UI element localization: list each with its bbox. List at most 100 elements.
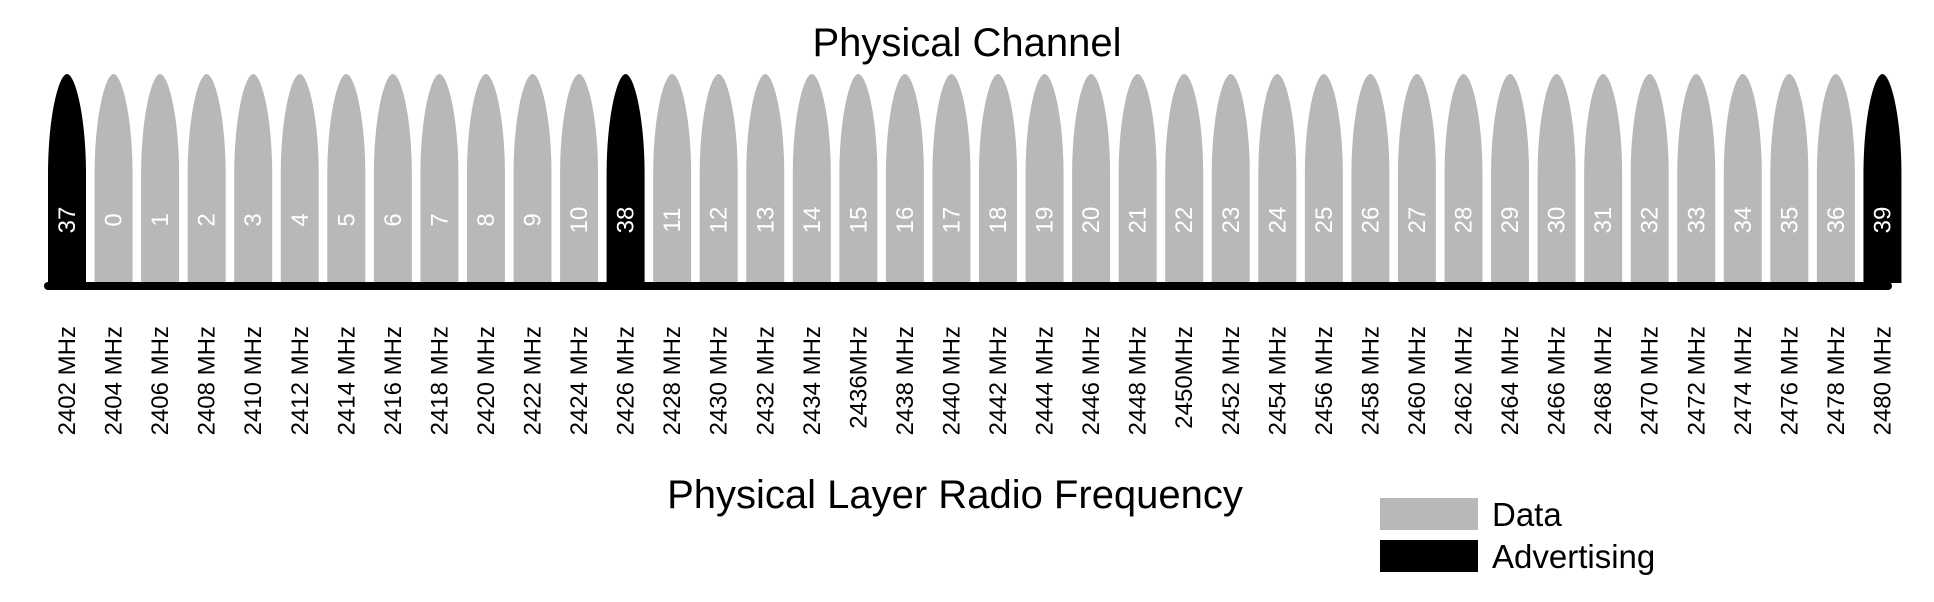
frequency-baseline [44,282,1892,290]
frequency-label: 2472 MHz [1683,326,1710,435]
data-channel [1025,74,1064,283]
frequency-label: 2406 MHz [147,326,174,435]
channel-number: 27 [1404,207,1431,234]
frequency-label: 2438 MHz [892,326,919,435]
channel-number: 9 [520,213,547,226]
channel-number: 28 [1451,207,1478,234]
channel-number: 23 [1218,207,1245,234]
data-channel [560,74,599,283]
frequency-label: 2432 MHz [752,326,779,435]
frequency-label: 2476 MHz [1776,326,1803,435]
data-channel [1211,74,1250,283]
advertising-channel [606,74,645,283]
legend-label-data: Data [1492,496,1562,533]
channel-number: 12 [706,207,733,234]
channel-number: 0 [101,213,128,226]
frequency-label: 2434 MHz [799,326,826,435]
channel-number: 37 [54,207,81,234]
channel-number: 18 [985,207,1012,234]
frequency-label: 2478 MHz [1823,326,1850,435]
frequency-label: 2470 MHz [1637,326,1664,435]
frequency-label: 2456 MHz [1311,326,1338,435]
channel-number: 34 [1730,207,1757,234]
channel-number: 16 [892,207,919,234]
channel-number: 5 [333,213,360,226]
data-channel [979,74,1017,283]
frequency-label: 2452 MHz [1218,326,1245,435]
advertising-channel [1863,74,1902,283]
legend-label-advertising: Advertising [1492,538,1655,575]
channel-number: 21 [1125,207,1152,234]
data-channel [1118,74,1157,283]
channel-number: 13 [752,207,779,234]
data-channel [1816,74,1855,283]
data-channel [466,74,505,283]
frequency-label: 2458 MHz [1357,326,1384,435]
channel-number: 32 [1637,207,1664,234]
diagram-title: Physical Channel [812,21,1121,65]
channel-number: 25 [1311,207,1338,234]
frequency-label: 2466 MHz [1544,326,1571,435]
frequency-label: 2430 MHz [706,326,733,435]
data-channel [1165,74,1204,283]
data-channel [1397,74,1436,283]
channel-number: 1 [147,213,174,226]
frequency-label: 2402 MHz [54,326,81,435]
frequency-labels: 2402 MHz 2404 MHz 2406 MHz 2408 MHz 2410 MHz… [54,326,1896,435]
frequency-label: 2446 MHz [1078,326,1105,435]
frequency-label: 2416 MHz [380,326,407,435]
channel-number: 35 [1776,207,1803,234]
channel-number: 14 [799,207,826,234]
frequency-label: 2464 MHz [1497,326,1524,435]
frequency-label: 2436MHz [845,326,872,429]
data-channel [1584,74,1623,283]
frequency-label: 2404 MHz [101,326,128,435]
frequency-label: 2426 MHz [613,326,640,435]
channel-number: 4 [287,213,314,226]
data-channel [1444,74,1483,283]
data-channel [1770,74,1809,283]
frequency-label: 2412 MHz [287,326,314,435]
frequency-label: 2408 MHz [194,326,221,435]
data-channel [1630,74,1669,283]
channel-number: 2 [194,213,221,226]
channel-number: 7 [426,213,453,226]
axis-label: Physical Layer Radio Frequency [667,473,1243,517]
data-channel [234,74,273,283]
data-channel [1304,74,1343,283]
channel-number: 15 [845,207,872,234]
frequency-label: 2448 MHz [1125,326,1152,435]
data-channel [280,74,319,283]
channel-number: 26 [1357,207,1384,234]
channel-number: 38 [613,207,640,234]
channel-number: 33 [1683,207,1710,234]
frequency-label: 2474 MHz [1730,326,1757,435]
channel-group: 37 0 1 2 3 4 5 6 7 8 9 10 38 11 12 13 14 15 16 17 18 19 20 21 22… [48,74,1902,283]
frequency-label: 2420 MHz [473,326,500,435]
channel-number: 39 [1869,207,1896,234]
data-channel [932,74,971,283]
data-channel [187,74,226,283]
frequency-label: 2422 MHz [520,326,547,435]
data-channel [792,74,831,283]
frequency-label: 2410 MHz [240,326,267,435]
channel-number: 24 [1264,207,1291,234]
data-channel [746,74,785,283]
channel-number: 36 [1823,207,1850,234]
data-channel [420,74,459,283]
frequency-label: 2440 MHz [938,326,965,435]
frequency-label: 2444 MHz [1032,326,1059,435]
legend-swatch-advertising [1380,540,1478,572]
data-channel [141,74,180,283]
frequency-label: 2428 MHz [659,326,686,435]
frequency-label: 2462 MHz [1451,326,1478,435]
frequency-label: 2460 MHz [1404,326,1431,435]
data-channel [373,74,412,283]
data-channel [1723,74,1762,283]
channel-number: 8 [473,213,500,226]
frequency-label: 2450MHz [1171,326,1198,429]
frequency-label: 2468 MHz [1590,326,1617,435]
channel-number: 30 [1544,207,1571,234]
data-channel [1072,74,1111,283]
